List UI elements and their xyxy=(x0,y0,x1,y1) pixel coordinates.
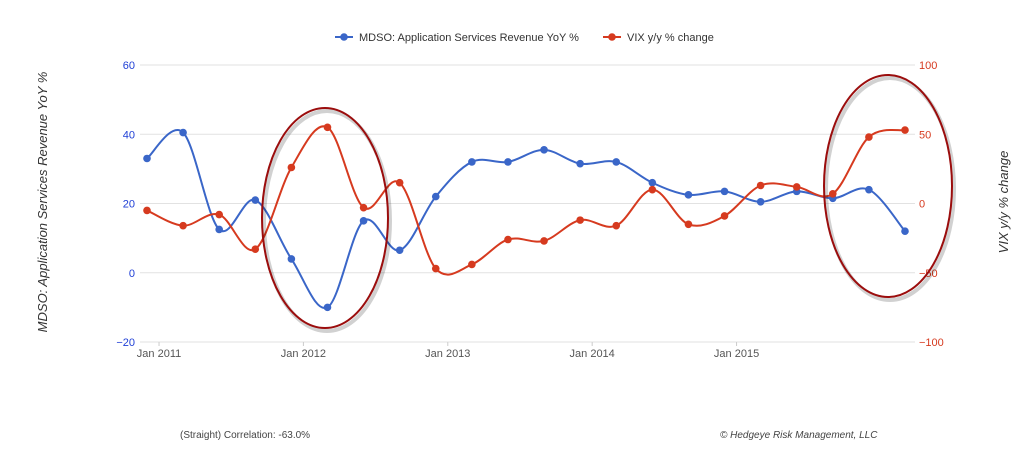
highlight-ellipse xyxy=(261,107,389,329)
data-point[interactable] xyxy=(540,146,548,154)
data-point[interactable] xyxy=(431,192,440,201)
copyright-credit: © Hedgeye Risk Management, LLC xyxy=(720,430,878,441)
data-point[interactable] xyxy=(648,178,657,187)
legend-item-vix[interactable]: VIX y/y % change xyxy=(603,32,714,44)
data-point[interactable] xyxy=(179,221,187,230)
highlight-ellipses xyxy=(261,74,956,333)
plot-area xyxy=(143,123,909,312)
data-point[interactable] xyxy=(395,246,404,255)
left-y-axis: 60 40 20 0 −20 xyxy=(116,60,135,349)
data-point[interactable] xyxy=(684,220,693,229)
data-point[interactable] xyxy=(287,255,296,263)
data-point[interactable] xyxy=(756,197,765,206)
data-point[interactable] xyxy=(359,217,368,225)
data-point[interactable] xyxy=(323,303,332,312)
data-point[interactable] xyxy=(792,183,801,191)
legend-swatch-marker xyxy=(608,33,616,41)
left-axis-title: MDSO: Application Services Revenue YoY % xyxy=(35,72,50,333)
correlation-note: (Straight) Correlation: -63.0% xyxy=(180,430,311,441)
mdso-series xyxy=(143,128,909,312)
legend-item-mdso[interactable]: MDSO: Application Services Revenue YoY % xyxy=(335,32,579,44)
data-point[interactable] xyxy=(612,221,621,230)
data-point[interactable] xyxy=(540,237,548,245)
data-point[interactable] xyxy=(251,196,260,204)
x-tick-label: Jan 2014 xyxy=(570,348,615,360)
data-point[interactable] xyxy=(323,123,332,132)
series-line xyxy=(146,125,906,276)
data-point[interactable] xyxy=(359,203,368,212)
data-point[interactable] xyxy=(865,185,873,194)
series-line xyxy=(146,129,906,309)
data-point[interactable] xyxy=(143,154,151,163)
left-tick-label: 60 xyxy=(123,60,135,72)
legend-label: MDSO: Application Services Revenue YoY % xyxy=(359,32,579,44)
data-point[interactable] xyxy=(179,128,187,137)
data-point[interactable] xyxy=(720,187,729,196)
right-tick-label: −100 xyxy=(919,337,944,349)
data-point[interactable] xyxy=(215,225,223,234)
x-tick-label: Jan 2011 xyxy=(137,348,181,360)
data-point[interactable] xyxy=(504,158,512,166)
data-point[interactable] xyxy=(576,159,584,168)
data-point[interactable] xyxy=(251,245,260,254)
vix-series xyxy=(143,123,909,276)
data-point[interactable] xyxy=(468,260,476,269)
data-point[interactable] xyxy=(901,227,909,235)
highlight-ellipse-shadow xyxy=(262,109,392,333)
highlight-ellipse xyxy=(823,74,953,298)
data-point[interactable] xyxy=(431,264,440,273)
x-tick-label: Jan 2013 xyxy=(425,348,470,360)
data-point[interactable] xyxy=(612,158,621,166)
data-point[interactable] xyxy=(504,235,512,244)
legend-label: VIX y/y % change xyxy=(627,32,714,44)
right-tick-label: 100 xyxy=(919,60,937,72)
left-tick-label: −20 xyxy=(116,337,135,349)
left-tick-label: 20 xyxy=(123,199,135,211)
data-point[interactable] xyxy=(143,206,151,215)
data-point[interactable] xyxy=(720,212,729,220)
right-axis-title: VIX y/y % change xyxy=(996,151,1011,254)
legend[interactable]: MDSO: Application Services Revenue YoY %… xyxy=(335,32,714,44)
data-point[interactable] xyxy=(287,163,296,172)
right-tick-label: 0 xyxy=(919,199,925,211)
data-point[interactable] xyxy=(865,133,873,141)
data-point[interactable] xyxy=(468,158,476,166)
data-point[interactable] xyxy=(215,210,223,219)
data-point[interactable] xyxy=(756,181,765,190)
data-point[interactable] xyxy=(395,178,404,187)
left-tick-label: 40 xyxy=(123,129,135,141)
left-tick-label: 0 xyxy=(129,268,135,280)
legend-swatch-marker xyxy=(340,33,348,41)
x-axis: Jan 2011 Jan 2012 Jan 2013 Jan 2014 Jan 2015 xyxy=(137,342,759,360)
x-tick-label: Jan 2015 xyxy=(714,348,759,360)
x-tick-label: Jan 2012 xyxy=(281,348,326,360)
highlight-ellipse-shadow xyxy=(824,76,956,302)
data-point[interactable] xyxy=(901,126,909,134)
right-tick-label: 50 xyxy=(919,129,931,141)
data-point[interactable] xyxy=(684,191,693,199)
data-point[interactable] xyxy=(829,190,837,198)
data-point[interactable] xyxy=(576,216,584,224)
data-point[interactable] xyxy=(648,185,657,194)
